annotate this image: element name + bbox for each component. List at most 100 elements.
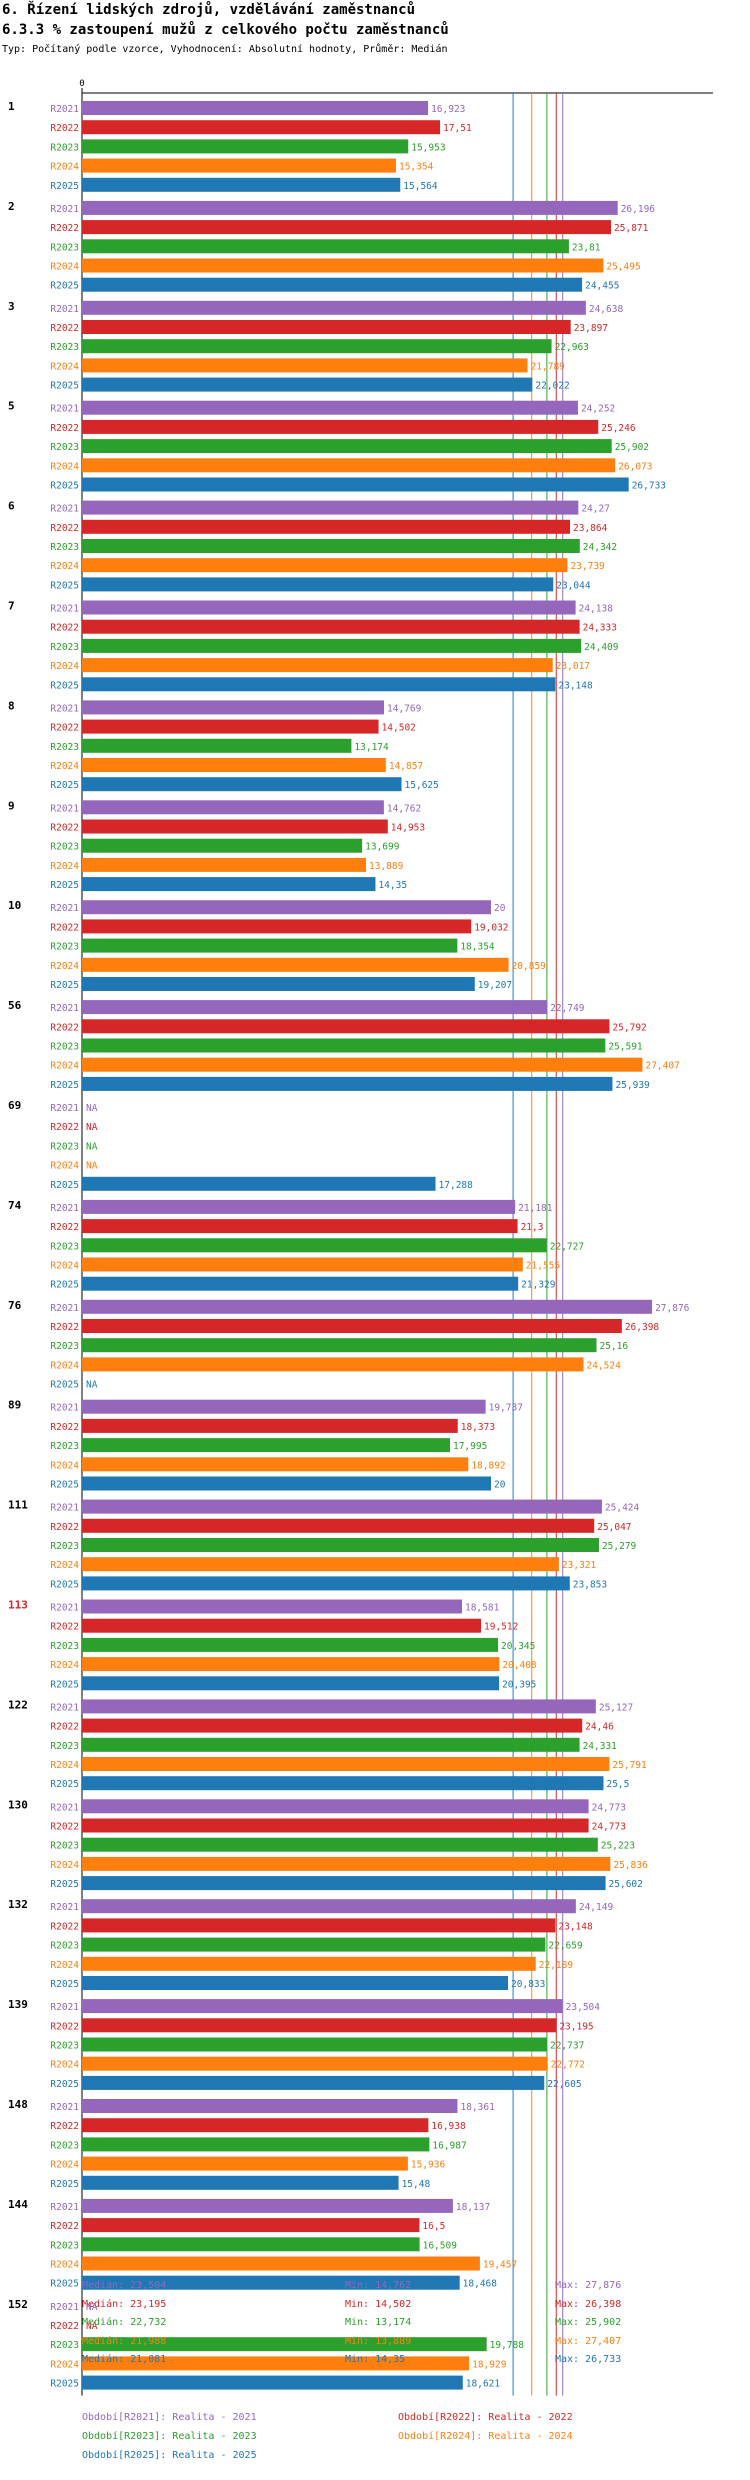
data-label: 25,246: [601, 423, 636, 434]
series-label: R2021: [50, 803, 79, 814]
data-label: 24,524: [587, 1360, 622, 1371]
bar: [82, 1000, 548, 1015]
data-label: 25,495: [606, 262, 640, 273]
data-label: 23,81: [572, 242, 601, 253]
series-label: R2021: [50, 2102, 79, 2113]
stat-median: Medián: 23,195: [82, 2298, 167, 2310]
data-label: 19,207: [478, 980, 512, 991]
bar: [82, 677, 556, 692]
data-label: 25,16: [600, 1341, 629, 1352]
data-label: 17,288: [439, 1180, 474, 1191]
data-label: 24,331: [583, 1741, 618, 1752]
na-label: NA: [86, 1103, 98, 1114]
stat-min: Min: 14,35: [345, 2354, 406, 2366]
bar: [82, 938, 458, 953]
bar: [82, 1837, 598, 1852]
series-label: R2024: [50, 2060, 79, 2071]
bar: [82, 900, 491, 915]
data-label: 22,737: [550, 2041, 584, 2052]
data-label: 27,407: [645, 1061, 679, 1072]
bar: [82, 258, 604, 273]
series-label: R2023: [50, 742, 79, 753]
series-label: R2024: [50, 162, 79, 173]
group-label: 5: [8, 400, 15, 413]
bar: [82, 1338, 597, 1353]
bar: [82, 1918, 556, 1933]
series-label: R2022: [50, 1222, 79, 1233]
na-label: NA: [86, 1141, 98, 1152]
group-label: 89: [8, 1399, 21, 1412]
page-title: 6. Řízení lidských zdrojů, vzdělávání za…: [2, 2, 416, 18]
series-label: R2023: [50, 1741, 79, 1752]
data-label: 16,923: [431, 104, 465, 115]
series-label: R2022: [50, 1022, 79, 1033]
series-label: R2021: [50, 1103, 79, 1114]
series-label: R2021: [50, 1702, 79, 1713]
bar: [82, 1438, 450, 1453]
stat-median: Medián: 22,732: [82, 2317, 167, 2329]
legend-item: Období[R2024]: Realita - 2024: [398, 2431, 573, 2442]
bar: [82, 1276, 519, 1291]
data-label: 13,699: [365, 842, 400, 853]
series-label: R2022: [50, 2321, 79, 2332]
series-label: R2022: [50, 2121, 79, 2132]
data-label: 22,189: [539, 1960, 574, 1971]
series-label: R2023: [50, 1941, 79, 1952]
bar: [82, 200, 618, 215]
data-label: 23,017: [556, 661, 590, 672]
group-label: 69: [8, 1099, 21, 1112]
bar: [82, 658, 553, 673]
series-label: R2021: [50, 903, 79, 914]
bar: [82, 2037, 547, 2052]
group-label: 8: [8, 699, 15, 712]
bar: [82, 1257, 523, 1272]
series-label: R2021: [50, 504, 79, 515]
data-label: 22,022: [535, 381, 569, 392]
bar: [82, 377, 533, 392]
chart-title: 6.3.3 % zastoupení mužů z celkového počt…: [2, 22, 449, 38]
bar: [82, 1019, 610, 1034]
legend-item: Období[R2021]: Realita - 2021: [82, 2412, 257, 2423]
series-label: R2021: [50, 204, 79, 215]
stat-min: Min: 13,889: [345, 2335, 412, 2347]
data-label: 17,51: [443, 123, 472, 134]
bar: [82, 1757, 610, 1771]
stat-max: Max: 25,902: [555, 2317, 622, 2329]
bar: [82, 277, 583, 292]
bar: [82, 2356, 470, 2371]
series-label: R2025: [50, 181, 79, 192]
series-label: R2024: [50, 1560, 79, 1571]
series-label: R2022: [50, 323, 79, 334]
bar: [82, 1676, 500, 1691]
data-label: 14,502: [382, 723, 416, 734]
series-label: R2024: [50, 961, 79, 972]
series-label: R2022: [50, 1322, 79, 1333]
bar: [82, 1799, 589, 1814]
data-label: 18,581: [465, 1603, 500, 1614]
data-label: 18,892: [471, 1460, 505, 1471]
data-label: 26,733: [632, 481, 666, 492]
data-label: 25,836: [613, 1860, 648, 1871]
bar: [82, 857, 367, 872]
data-label: 18,373: [461, 1422, 495, 1433]
data-label: 16,987: [432, 2140, 466, 2151]
bar: [82, 1219, 518, 1234]
series-label: R2024: [50, 1360, 79, 1371]
series-label: R2021: [50, 1603, 79, 1614]
data-label: 23,148: [558, 680, 593, 691]
data-label: 25,127: [599, 1702, 633, 1713]
bar: [82, 177, 401, 192]
group-label: 6: [8, 500, 15, 513]
series-label: R2025: [50, 281, 79, 292]
data-label: 25,424: [605, 1503, 640, 1514]
data-label: 19,032: [474, 922, 508, 933]
group-label: 7: [8, 600, 15, 613]
data-label: 24,46: [585, 1722, 614, 1733]
series-label: R2025: [50, 1979, 79, 1990]
series-label: R2022: [50, 823, 79, 834]
series-label: R2025: [50, 2379, 79, 2390]
bar: [82, 1538, 599, 1552]
series-label: R2024: [50, 2160, 79, 2171]
bar: [82, 738, 352, 753]
series-label: R2025: [50, 680, 79, 691]
